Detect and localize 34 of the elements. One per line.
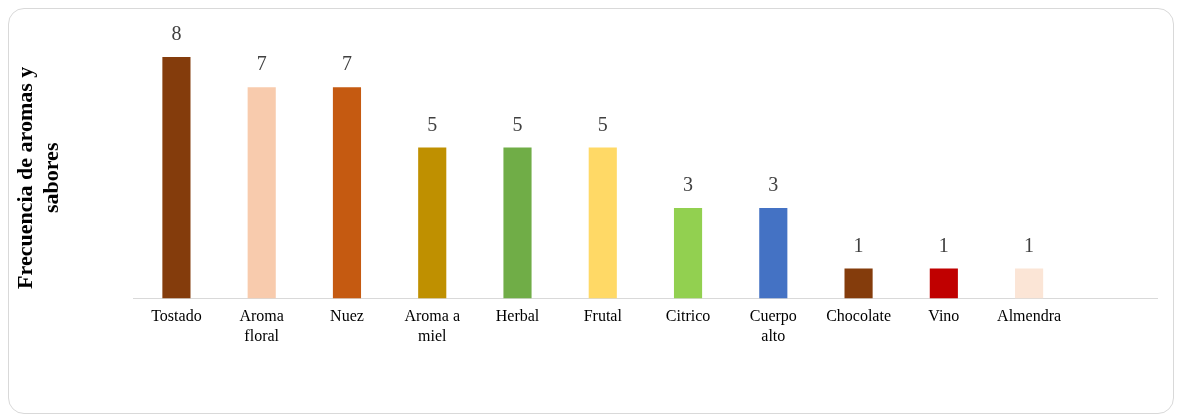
y-axis-title: Frecuencia de aromas y sabores <box>11 66 64 289</box>
bar <box>673 208 703 299</box>
bar <box>247 87 276 299</box>
data-label: 1 <box>1024 233 1035 256</box>
data-label: 8 <box>171 22 182 45</box>
data-label: 5 <box>597 112 608 135</box>
x-tick-label: Chocolate <box>826 307 891 325</box>
bar <box>162 57 191 299</box>
data-label: 3 <box>683 173 694 196</box>
data-label: 1 <box>853 233 864 256</box>
x-tick-label: Vino <box>928 307 960 325</box>
x-tick-label: Frutal <box>583 307 623 325</box>
data-label: 3 <box>768 173 779 196</box>
data-label: 5 <box>512 112 523 135</box>
bar <box>759 208 788 299</box>
x-tick-label: Nuez <box>330 307 364 325</box>
bar <box>503 147 532 299</box>
x-tick-label: Almendra <box>997 307 1062 325</box>
data-label: 7 <box>341 52 352 75</box>
bar <box>588 147 617 299</box>
data-label: 5 <box>427 112 438 135</box>
data-label: 1 <box>938 233 949 256</box>
bar <box>844 268 873 299</box>
bar <box>418 147 447 299</box>
bar <box>332 87 362 299</box>
x-tick-label: Cuerpo alto <box>749 307 797 344</box>
bar <box>929 268 958 299</box>
bar <box>1015 268 1044 299</box>
x-tick-label: Aroma floral <box>239 307 284 344</box>
data-label: 7 <box>256 52 267 75</box>
x-tick-label: Tostado <box>151 307 202 325</box>
x-tick-label: Citrico <box>665 307 711 325</box>
x-tick-label: Herbal <box>495 307 540 325</box>
x-tick-label: Aroma a miel <box>404 307 460 344</box>
